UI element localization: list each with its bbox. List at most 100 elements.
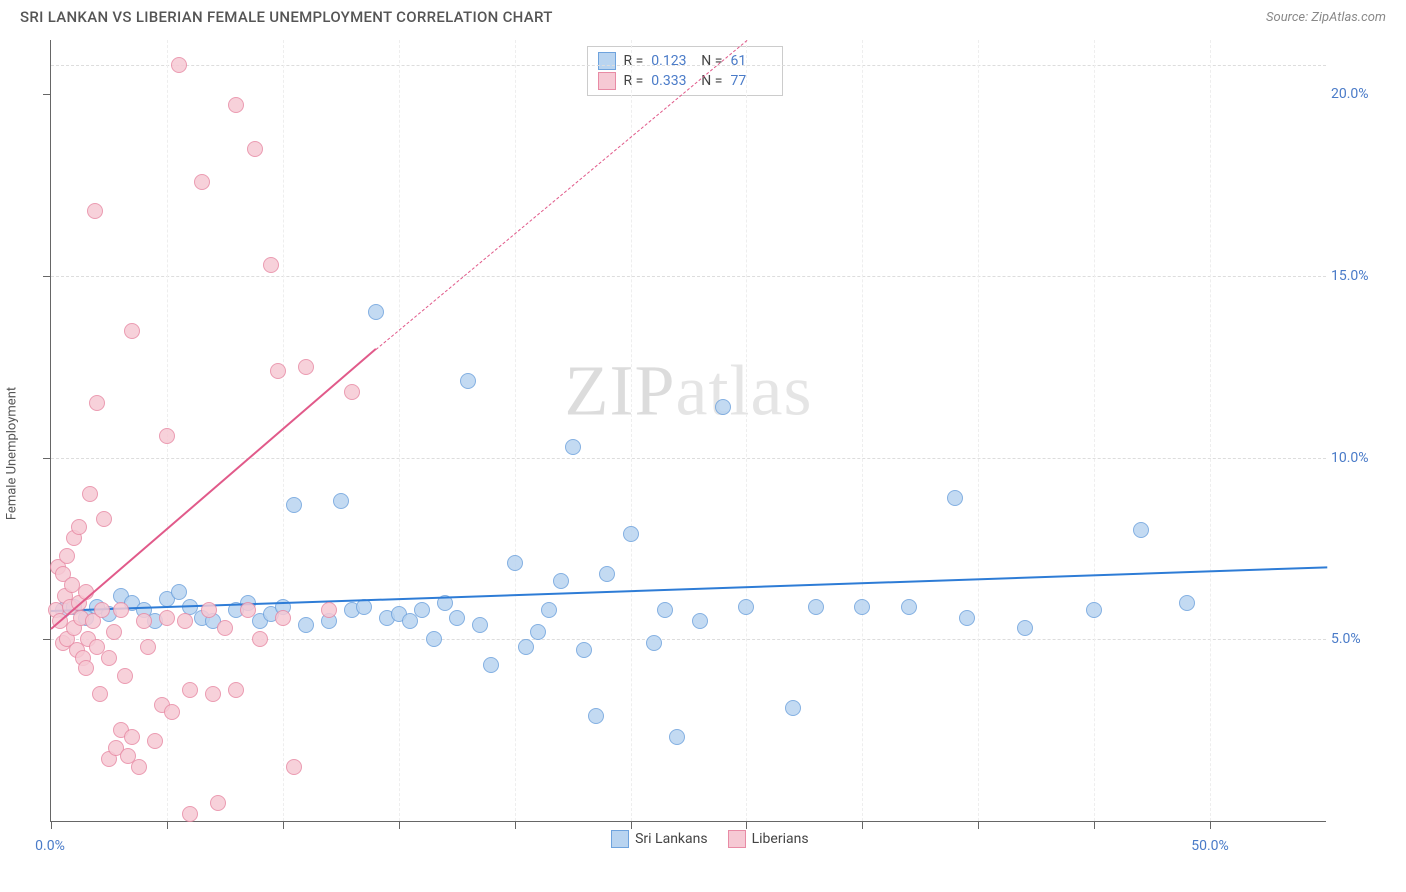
scatter-point [321, 602, 337, 618]
scatter-point [576, 642, 592, 658]
scatter-point [59, 548, 75, 564]
scatter-point [286, 497, 302, 513]
tick-x [167, 821, 168, 829]
bottom-legend: Sri Lankans Liberians [611, 830, 808, 848]
scatter-point [96, 511, 112, 527]
scatter-point [228, 682, 244, 698]
scatter-point [205, 686, 221, 702]
scatter-point [92, 686, 108, 702]
trend-line [375, 40, 747, 350]
scatter-point [106, 624, 122, 640]
scatter-point [113, 602, 129, 618]
tick-x [1094, 821, 1095, 829]
scatter-point [344, 384, 360, 400]
scatter-point [82, 486, 98, 502]
scatter-point [738, 599, 754, 615]
scatter-point [669, 729, 685, 745]
scatter-point [449, 610, 465, 626]
legend-item: Liberians [728, 830, 809, 848]
tick-x [1210, 821, 1211, 829]
gridline-v [746, 40, 747, 821]
scatter-point [692, 613, 708, 629]
gridline-v [399, 40, 400, 821]
y-tick-label: 5.0% [1331, 631, 1386, 647]
scatter-point [1086, 602, 1102, 618]
legend-label: Sri Lankans [635, 831, 708, 847]
scatter-point [368, 304, 384, 320]
x-tick-label: 50.0% [1191, 838, 1229, 854]
legend-label: Liberians [752, 831, 809, 847]
scatter-point [426, 631, 442, 647]
scatter-point [140, 639, 156, 655]
stat-r-value: 0.333 [651, 73, 693, 89]
scatter-point [646, 635, 662, 651]
legend-swatch [611, 830, 629, 848]
scatter-point [240, 602, 256, 618]
scatter-point [275, 610, 291, 626]
stat-n-label: N = [701, 53, 722, 69]
gridline-v [283, 40, 284, 821]
scatter-point [657, 602, 673, 618]
scatter-point [947, 490, 963, 506]
scatter-point [1133, 522, 1149, 538]
gridline-v [515, 40, 516, 821]
scatter-point [164, 704, 180, 720]
y-tick-label: 20.0% [1331, 86, 1386, 102]
stats-swatch [598, 72, 616, 90]
scatter-point [715, 399, 731, 415]
chart-title: SRI LANKAN VS LIBERIAN FEMALE UNEMPLOYME… [20, 8, 553, 26]
scatter-point [159, 610, 175, 626]
gridline-v [978, 40, 979, 821]
tick-y [43, 639, 51, 640]
tick-x [399, 821, 400, 829]
gridline-h [51, 639, 1326, 640]
scatter-point [507, 555, 523, 571]
scatter-point [101, 650, 117, 666]
stat-n-value: 61 [730, 53, 772, 69]
tick-x [746, 821, 747, 829]
scatter-point [530, 624, 546, 640]
scatter-point [147, 733, 163, 749]
tick-x [515, 821, 516, 829]
tick-y [43, 458, 51, 459]
scatter-point [87, 203, 103, 219]
legend-swatch [728, 830, 746, 848]
tick-y [43, 94, 51, 95]
scatter-point [623, 526, 639, 542]
scatter-point [333, 493, 349, 509]
scatter-point [171, 57, 187, 73]
watermark-zip: ZIP [565, 351, 676, 431]
scatter-point [518, 639, 534, 655]
scatter-point [78, 660, 94, 676]
scatter-point [228, 97, 244, 113]
stat-n-value: 77 [730, 73, 772, 89]
scatter-point [171, 584, 187, 600]
scatter-point [959, 610, 975, 626]
gridline-h [51, 65, 1326, 66]
scatter-point [94, 602, 110, 618]
scatter-point [210, 795, 226, 811]
plot-area: ZIPatlas R =0.123N =61R =0.333N =77 5.0%… [50, 40, 1326, 822]
tick-x [283, 821, 284, 829]
y-tick-label: 15.0% [1331, 268, 1386, 284]
tick-x [51, 821, 52, 829]
scatter-point [588, 708, 604, 724]
chart-container: ZIPatlas R =0.123N =61R =0.333N =77 5.0%… [50, 40, 1386, 852]
scatter-point [124, 729, 140, 745]
y-tick-label: 10.0% [1331, 450, 1386, 466]
gridline-v [631, 40, 632, 821]
scatter-point [124, 323, 140, 339]
scatter-point [136, 613, 152, 629]
scatter-point [263, 257, 279, 273]
scatter-point [1017, 620, 1033, 636]
scatter-point [182, 682, 198, 698]
scatter-point [247, 141, 263, 157]
gridline-h [51, 458, 1326, 459]
gridline-v [1094, 40, 1095, 821]
x-tick-label: 0.0% [35, 838, 65, 854]
scatter-point [541, 602, 557, 618]
chart-source: Source: ZipAtlas.com [1266, 10, 1386, 25]
scatter-point [808, 599, 824, 615]
scatter-point [182, 806, 198, 822]
scatter-point [298, 359, 314, 375]
